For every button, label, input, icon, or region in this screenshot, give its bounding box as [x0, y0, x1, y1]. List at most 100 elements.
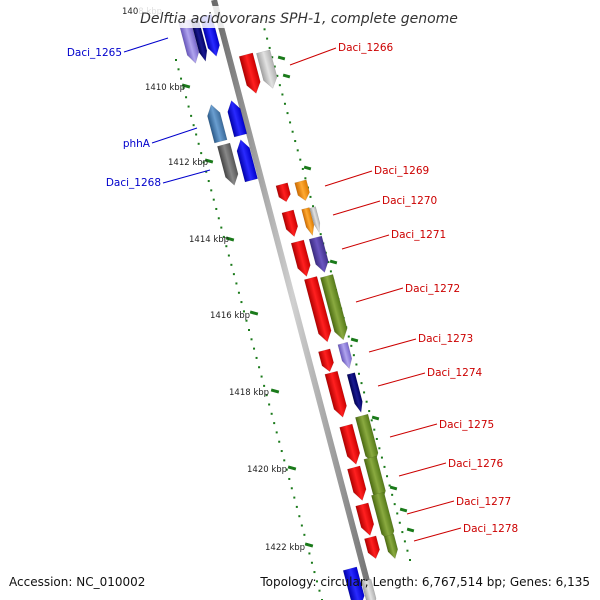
- guide-dot: [286, 112, 289, 115]
- guide-dot: [220, 226, 223, 229]
- guide-dot: [365, 400, 368, 403]
- gene-arrow[interactable]: [364, 535, 381, 560]
- gene-label-daci-1269[interactable]: Daci_1269: [374, 165, 429, 177]
- gene-label-daci-1276[interactable]: Daci_1276: [448, 458, 504, 470]
- guide-dot: [329, 270, 332, 273]
- guide-dot: [391, 493, 394, 496]
- leader-line: [332, 200, 381, 216]
- gene-arrow[interactable]: [281, 209, 300, 238]
- guide-dot: [227, 254, 230, 257]
- gene-arrow[interactable]: [290, 239, 313, 278]
- gene-arrow[interactable]: [342, 566, 367, 600]
- gene-arrow[interactable]: [238, 52, 263, 95]
- gene-arrow[interactable]: [320, 274, 349, 341]
- tick-mark: [270, 388, 280, 394]
- guide-dot: [215, 207, 218, 210]
- guide-dot: [237, 291, 240, 294]
- guide-dot: [225, 245, 228, 248]
- guide-dash: [350, 337, 359, 343]
- guide-dot: [398, 521, 401, 524]
- guide-dot: [280, 450, 283, 453]
- guide-dot: [276, 74, 279, 77]
- guide-dash: [277, 55, 286, 61]
- guide-dot: [409, 559, 411, 561]
- leader-line: [368, 338, 417, 353]
- gene-arrow[interactable]: [225, 99, 248, 138]
- leader-line: [289, 47, 337, 66]
- guide-dot: [283, 459, 286, 462]
- guide-dot: [293, 496, 296, 499]
- gene-arrow[interactable]: [309, 206, 322, 234]
- guide-dot: [271, 56, 274, 59]
- right-gene-labels: Daci_1266 Daci_1269 Daci_1270 Daci_1271 …: [338, 42, 518, 535]
- gene-arrow[interactable]: [339, 423, 363, 466]
- guide-dash: [399, 507, 408, 513]
- gene-arrow[interactable]: [337, 341, 354, 370]
- gene-arrow[interactable]: [383, 533, 400, 560]
- gene-arrow[interactable]: [205, 103, 228, 144]
- gene-label-daci-1271[interactable]: Daci_1271: [391, 229, 446, 241]
- guide-dot: [192, 124, 195, 127]
- gene-arrow[interactable]: [304, 276, 333, 343]
- gene-arrow[interactable]: [346, 372, 365, 414]
- guide-dot: [299, 158, 302, 161]
- guide-dot: [327, 261, 330, 264]
- gene-arrow[interactable]: [256, 49, 279, 90]
- gene-arrow[interactable]: [308, 235, 331, 274]
- gene-arrow[interactable]: [294, 179, 312, 202]
- guide-dot: [373, 428, 376, 431]
- guide-dot: [308, 552, 311, 555]
- gene-label-daci-1278[interactable]: Daci_1278: [463, 523, 518, 535]
- gene-label-daci-1272[interactable]: Daci_1272: [405, 283, 460, 295]
- guide-dot: [207, 180, 210, 183]
- guide-dot: [295, 505, 298, 508]
- guide-dot: [185, 96, 188, 99]
- gene-arrow[interactable]: [318, 348, 335, 373]
- gene-arrow[interactable]: [361, 578, 378, 600]
- guide-dot: [275, 431, 278, 434]
- tick-labels: 1408 kbp 1410 kbp 1412 kbp 1414 kbp 1416…: [122, 7, 305, 553]
- gene-arrow[interactable]: [347, 465, 368, 502]
- gene-label-daci-1273[interactable]: Daci_1273: [418, 333, 473, 345]
- guide-dot: [260, 375, 263, 378]
- gene-label-daci-1275[interactable]: Daci_1275: [439, 419, 494, 431]
- guide-dot: [268, 46, 271, 49]
- guide-dot: [283, 102, 286, 105]
- gene-label-daci-1265[interactable]: Daci_1265: [67, 47, 122, 59]
- gene-label-daci-1266[interactable]: Daci_1266: [338, 42, 394, 54]
- leader-line: [413, 527, 462, 542]
- gene-arrow[interactable]: [324, 370, 349, 419]
- guide-dash: [371, 415, 380, 421]
- gene-arrow[interactable]: [275, 182, 292, 203]
- guide-dot: [375, 437, 378, 440]
- tick-label: 1418 kbp: [229, 388, 269, 398]
- guide-dot: [281, 93, 284, 96]
- leader-line: [355, 287, 404, 303]
- guide-dot: [303, 533, 306, 536]
- gene-arrow[interactable]: [217, 142, 240, 187]
- guide-dot: [250, 338, 253, 341]
- guide-dot: [368, 410, 371, 413]
- gene-arrow[interactable]: [234, 138, 258, 183]
- gene-arrow[interactable]: [301, 207, 317, 237]
- guide-dot: [296, 149, 299, 152]
- guide-dot: [278, 84, 281, 87]
- guide-dot: [319, 233, 322, 236]
- gene-arrow[interactable]: [355, 502, 377, 537]
- gene-label-daci-1268[interactable]: Daci_1268: [106, 177, 161, 189]
- gene-label-phha[interactable]: phhA: [123, 138, 151, 150]
- guide-dot: [298, 515, 301, 518]
- tick-mark: [249, 310, 259, 316]
- tick-label: 1414 kbp: [189, 235, 229, 245]
- gene-label-daci-1277[interactable]: Daci_1277: [456, 496, 511, 508]
- gene-label-daci-1274[interactable]: Daci_1274: [427, 367, 483, 379]
- guide-dot: [230, 263, 233, 266]
- leader-line: [123, 37, 169, 53]
- guide-dot: [388, 484, 391, 487]
- gene-label-daci-1270[interactable]: Daci_1270: [382, 195, 437, 207]
- guide-dot: [253, 347, 256, 350]
- guide-dot: [258, 366, 261, 369]
- map-title: Delftia acidovorans SPH-1, complete geno…: [140, 11, 458, 27]
- guide-dot: [393, 503, 396, 506]
